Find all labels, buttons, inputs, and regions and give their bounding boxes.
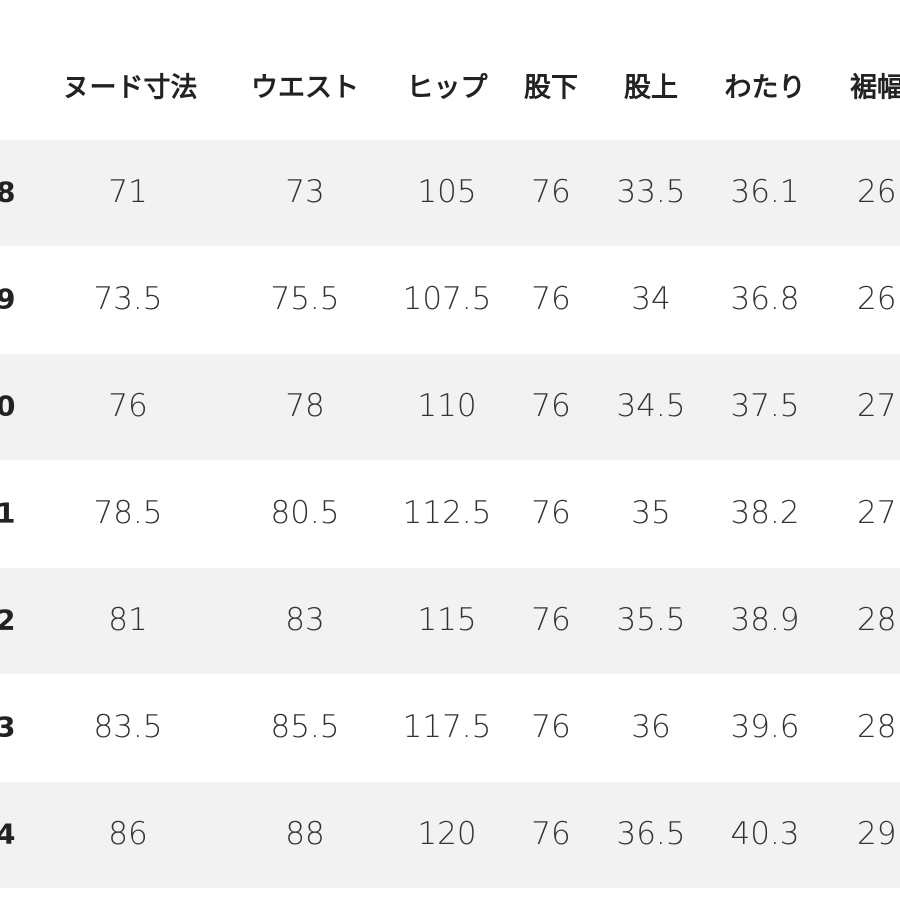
cell-value: 33.5 bbox=[616, 174, 686, 210]
cell-value: 28. bbox=[857, 709, 900, 745]
cell-value: 75.5 bbox=[270, 281, 340, 317]
cell-value: 26. bbox=[857, 281, 900, 317]
cell-value: 35 bbox=[631, 495, 671, 531]
cell-value: 36.8 bbox=[730, 281, 800, 317]
row-band bbox=[0, 140, 900, 246]
cell-value: 83.5 bbox=[93, 709, 163, 745]
cell-value: 73 bbox=[285, 174, 325, 210]
row-label: 3 bbox=[0, 710, 16, 744]
cell-value: 78.5 bbox=[93, 495, 163, 531]
cell-value: 85.5 bbox=[270, 709, 340, 745]
row-band bbox=[0, 568, 900, 674]
cell-value: 88 bbox=[285, 816, 325, 852]
column-header: ウエスト bbox=[251, 72, 359, 104]
cell-value: 76 bbox=[531, 709, 571, 745]
cell-value: 38.2 bbox=[730, 495, 800, 531]
column-header: わたり bbox=[724, 72, 806, 104]
cell-value: 29 bbox=[857, 816, 897, 852]
cell-value: 81 bbox=[108, 602, 148, 638]
cell-value: 112.5 bbox=[402, 495, 492, 531]
cell-value: 39.6 bbox=[730, 709, 800, 745]
cell-value: 83 bbox=[285, 602, 325, 638]
row-band bbox=[0, 782, 900, 888]
column-header: 股下 bbox=[524, 72, 578, 104]
cell-value: 27. bbox=[857, 495, 900, 531]
cell-value: 105 bbox=[417, 174, 477, 210]
cell-value: 76 bbox=[531, 388, 571, 424]
cell-value: 34.5 bbox=[616, 388, 686, 424]
cell-value: 28 bbox=[857, 602, 897, 638]
cell-value: 107.5 bbox=[402, 281, 492, 317]
column-header: 股上 bbox=[624, 72, 678, 104]
cell-value: 34 bbox=[631, 281, 671, 317]
cell-value: 76 bbox=[531, 281, 571, 317]
cell-value: 117.5 bbox=[402, 709, 492, 745]
row-label: 1 bbox=[0, 496, 16, 530]
cell-value: 36.1 bbox=[730, 174, 800, 210]
row-label: 9 bbox=[0, 282, 16, 316]
column-header: ヌード寸法 bbox=[62, 72, 198, 104]
cell-value: 76 bbox=[531, 495, 571, 531]
cell-value: 76 bbox=[531, 602, 571, 638]
column-header: ヒップ bbox=[406, 72, 488, 104]
cell-value: 73.5 bbox=[93, 281, 163, 317]
row-band bbox=[0, 354, 900, 460]
row-label: 8 bbox=[0, 175, 16, 209]
cell-value: 76 bbox=[531, 174, 571, 210]
cell-value: 115 bbox=[417, 602, 477, 638]
cell-value: 76 bbox=[108, 388, 148, 424]
column-header: 裾幅 bbox=[850, 72, 900, 104]
cell-value: 36.5 bbox=[616, 816, 686, 852]
cell-value: 86 bbox=[108, 816, 148, 852]
row-label: 0 bbox=[0, 389, 16, 423]
cell-value: 78 bbox=[285, 388, 325, 424]
cell-value: 71 bbox=[108, 174, 148, 210]
cell-value: 76 bbox=[531, 816, 571, 852]
cell-value: 26 bbox=[857, 174, 897, 210]
row-label: 2 bbox=[0, 603, 16, 637]
cell-value: 38.9 bbox=[730, 602, 800, 638]
cell-value: 80.5 bbox=[270, 495, 340, 531]
cell-value: 35.5 bbox=[616, 602, 686, 638]
cell-value: 36 bbox=[631, 709, 671, 745]
cell-value: 40.3 bbox=[730, 816, 800, 852]
cell-value: 120 bbox=[417, 816, 477, 852]
cell-value: 37.5 bbox=[730, 388, 800, 424]
row-label: 4 bbox=[0, 817, 16, 851]
cell-value: 27 bbox=[857, 388, 897, 424]
cell-value: 110 bbox=[417, 388, 477, 424]
